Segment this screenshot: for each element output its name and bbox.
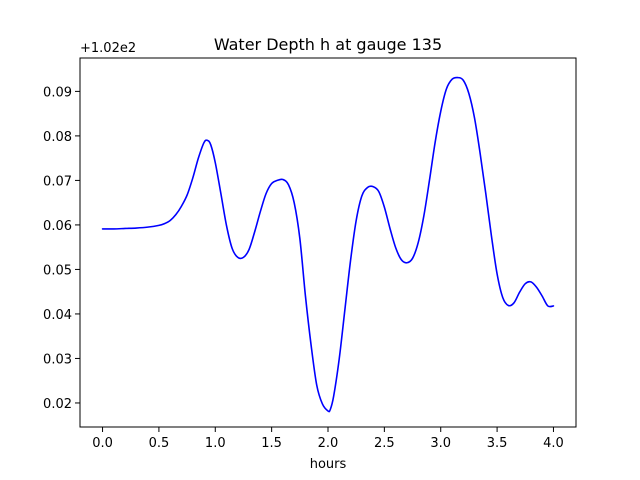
y-tick-label: 0.06 bbox=[43, 219, 72, 234]
y-tick-label: 0.04 bbox=[43, 308, 72, 323]
x-axis-ticks: 0.0 0.5 1.0 1.5 2.0 2.5 3.0 3.5 4.0 bbox=[92, 427, 564, 451]
y-axis-offset-label: +1.02e2 bbox=[80, 41, 136, 56]
chart-title: Water Depth h at gauge 135 bbox=[214, 35, 442, 54]
x-tick-label: 0.5 bbox=[149, 436, 170, 451]
data-series bbox=[101, 76, 555, 413]
y-tick-label: 0.03 bbox=[43, 352, 72, 367]
series-line bbox=[101, 76, 555, 413]
x-tick-label: 4.0 bbox=[543, 436, 564, 451]
y-tick-label: 0.08 bbox=[43, 130, 72, 145]
x-tick-label: 2.5 bbox=[374, 436, 395, 451]
x-tick-label: 2.0 bbox=[318, 436, 339, 451]
y-tick-label: 0.09 bbox=[43, 85, 72, 100]
x-axis-label: hours bbox=[310, 457, 347, 472]
y-axis-ticks: 0.02 0.03 0.04 0.05 0.06 0.07 0.08 0.09 bbox=[43, 85, 80, 412]
x-tick-label: 1.5 bbox=[261, 436, 282, 451]
y-tick-label: 0.05 bbox=[43, 263, 72, 278]
x-tick-label: 0.0 bbox=[92, 436, 113, 451]
x-tick-label: 3.0 bbox=[430, 436, 451, 451]
y-tick-label: 0.02 bbox=[43, 397, 72, 412]
plot-frame bbox=[79, 57, 577, 428]
y-tick-label: 0.07 bbox=[43, 174, 72, 189]
x-tick-label: 3.5 bbox=[487, 436, 508, 451]
x-tick-label: 1.0 bbox=[205, 436, 226, 451]
